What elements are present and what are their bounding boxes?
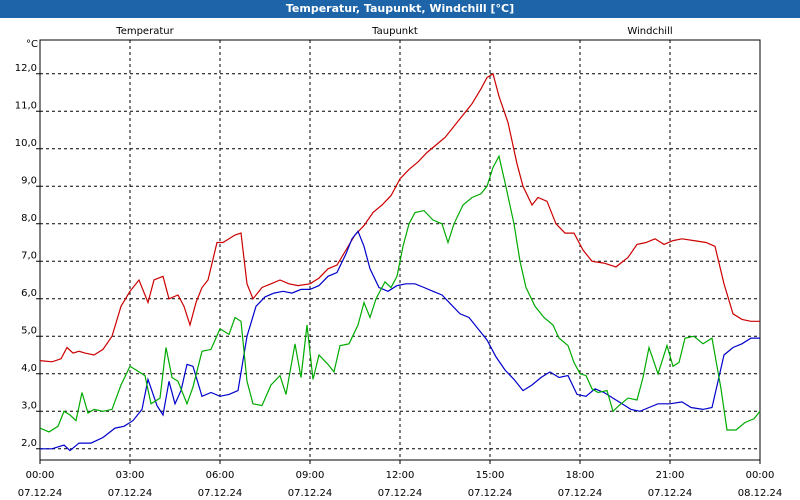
y-tick-label: 10,0 — [15, 138, 37, 149]
x-tick-time-label: 15:00 — [476, 470, 505, 481]
y-tick-label: 8,0 — [21, 213, 37, 224]
series-line-taupunkt — [40, 230, 760, 452]
x-tick-date-label: 07.12.24 — [288, 488, 333, 499]
y-tick-label: 3,0 — [21, 400, 37, 411]
x-tick-time-label: 09:00 — [296, 470, 325, 481]
y-axis-label: °C — [26, 39, 38, 50]
series-line-windchill — [39, 154, 761, 433]
legend: Temperatur Taupunkt Windchill — [115, 26, 672, 37]
x-axis-ticks: 00:00 07.12.24 03:00 07.12.24 06:00 07.12.24 0… — [18, 460, 783, 499]
x-tick-time-label: 00:00 — [746, 470, 775, 481]
series-line-temperatur — [39, 72, 760, 363]
y-tick-label: 12,0 — [15, 63, 37, 74]
x-tick-time-label: 18:00 — [566, 470, 595, 481]
y-tick-label: 6,0 — [21, 288, 37, 299]
grid-lines — [40, 40, 760, 460]
line-chart: 2,0 3,0 4,0 5,0 6,0 7,0 8,0 9,0 10,0 11,0 12,0 00:… — [0, 18, 800, 500]
x-tick-date-label: 07.12.24 — [378, 488, 423, 499]
y-tick-label: 9,0 — [21, 175, 37, 186]
x-tick-time-label: 21:00 — [656, 470, 685, 481]
x-tick-date-label: 07.12.24 — [108, 488, 153, 499]
x-tick-time-label: 06:00 — [206, 470, 235, 481]
x-tick-date-label: 07.12.24 — [558, 488, 603, 499]
y-tick-label: 4,0 — [21, 363, 37, 374]
legend-entry-temperatur: Temperatur — [115, 26, 174, 37]
x-tick-time-label: 03:00 — [116, 470, 145, 481]
x-tick-time-label: 00:00 — [26, 470, 55, 481]
x-tick-date-label: 08.12.24 — [738, 488, 783, 499]
x-tick-time-label: 12:00 — [386, 470, 415, 481]
y-tick-label: 2,0 — [21, 438, 37, 449]
y-axis-ticks: 2,0 3,0 4,0 5,0 6,0 7,0 8,0 9,0 10,0 11,0 12,0 — [15, 63, 40, 450]
y-tick-label: 5,0 — [21, 325, 37, 336]
window-title: Temperatur, Taupunkt, Windchill [°C] — [0, 0, 800, 18]
legend-entry-windchill: Windchill — [627, 26, 672, 37]
y-tick-label: 11,0 — [15, 100, 37, 111]
y-tick-label: 7,0 — [21, 250, 37, 261]
x-tick-date-label: 07.12.24 — [648, 488, 693, 499]
x-tick-date-label: 07.12.24 — [198, 488, 243, 499]
x-tick-date-label: 07.12.24 — [468, 488, 513, 499]
x-tick-date-label: 07.12.24 — [18, 488, 63, 499]
legend-entry-taupunkt: Taupunkt — [371, 26, 418, 37]
series-lines — [39, 72, 761, 452]
